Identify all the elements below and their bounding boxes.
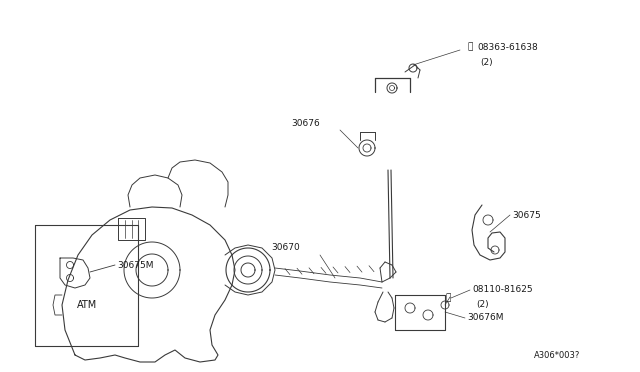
Text: Ⓢ: Ⓢ [467, 42, 472, 51]
Text: 30670: 30670 [271, 244, 300, 253]
Text: A306*003?: A306*003? [534, 350, 580, 359]
Text: ATM: ATM [77, 300, 97, 310]
Text: 08363-61638: 08363-61638 [477, 42, 538, 51]
Text: (2): (2) [476, 301, 488, 310]
Text: 30675: 30675 [512, 211, 541, 219]
Text: 08110-81625: 08110-81625 [472, 285, 532, 295]
Text: (2): (2) [480, 58, 493, 67]
Text: 30675M: 30675M [117, 260, 154, 269]
Text: Ⓑ: Ⓑ [445, 294, 451, 302]
Text: 30676: 30676 [291, 119, 320, 128]
Text: 30676M: 30676M [467, 314, 504, 323]
